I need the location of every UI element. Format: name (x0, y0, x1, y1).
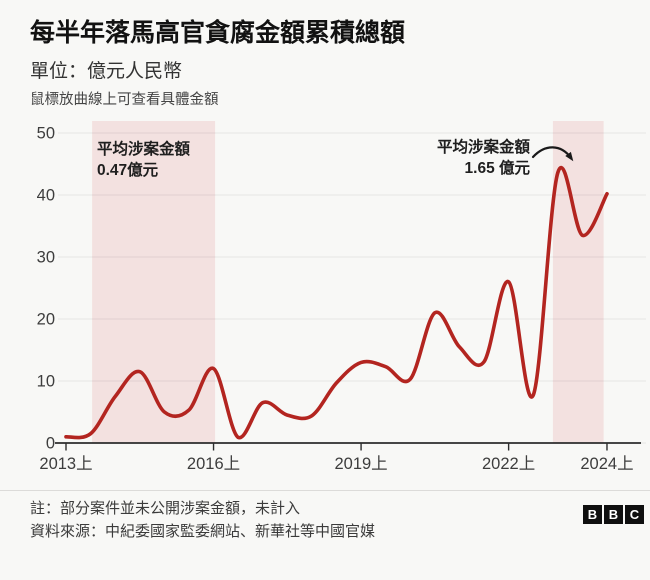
annotation-text: 平均涉案金額 (97, 141, 191, 158)
annotation-text: 平均涉案金額 (436, 139, 530, 156)
y-axis-label: 10 (37, 373, 55, 391)
footnote: 註：部分案件並未公開涉案金額，未計入 (30, 500, 301, 517)
footer-divider (0, 490, 650, 491)
bbc-logo-letter: B (604, 505, 623, 524)
y-axis-label: 50 (37, 125, 55, 143)
x-axis-label: 2019上 (334, 454, 387, 473)
average-period-band (92, 121, 216, 443)
annotation-value: 0.47億元 (97, 162, 159, 179)
chart-unit-subtitle: 單位：億元人民幣 (30, 61, 183, 82)
annotation-value: 1.65 億元 (464, 160, 530, 177)
y-axis-label: 0 (46, 435, 55, 453)
annotation-arrowhead-icon (565, 151, 574, 162)
hover-hint-text: 鼠標放曲線上可查看具體金額 (30, 92, 219, 108)
data-source: 資料來源：中紀委國家監委網站、新華社等中國官媒 (30, 523, 376, 540)
x-axis-label: 2024上 (580, 454, 633, 473)
bbc-logo-letter: C (625, 505, 644, 524)
data-line[interactable] (64, 166, 609, 440)
y-axis-label: 20 (37, 311, 55, 329)
x-axis-label: 2022上 (482, 454, 535, 473)
bbc-logo: B B C (583, 505, 644, 524)
bbc-logo-letter: B (583, 505, 602, 524)
x-axis-label: 2013上 (39, 454, 92, 473)
y-axis-label: 40 (37, 187, 55, 205)
page-title: 每半年落馬高官貪腐金額累積總額 (30, 19, 406, 47)
average-annotation-left: 平均涉案金額 0.47億元 (97, 139, 190, 181)
x-axis-label: 2016上 (187, 454, 240, 473)
average-period-band (552, 121, 604, 443)
average-annotation-right: 平均涉案金額 1.65 億元 (437, 137, 530, 179)
y-axis-label: 30 (37, 249, 55, 267)
